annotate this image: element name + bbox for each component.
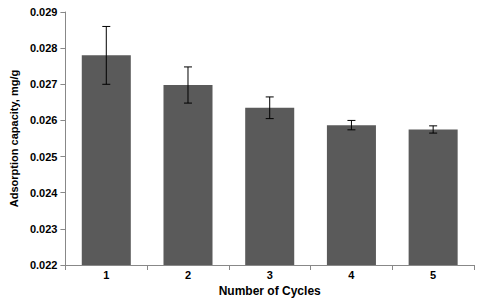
svg-text:1: 1 [103,269,109,281]
svg-text:0.022: 0.022 [30,259,58,271]
svg-text:0.027: 0.027 [30,78,58,90]
svg-text:0.026: 0.026 [30,114,58,126]
svg-text:0.025: 0.025 [30,151,58,163]
svg-text:3: 3 [267,269,273,281]
svg-text:4: 4 [348,269,355,281]
svg-text:Number of Cycles: Number of Cycles [219,284,321,298]
svg-text:Adsorption capacity, mg/g: Adsorption capacity, mg/g [8,70,20,207]
svg-text:0.029: 0.029 [30,6,58,18]
svg-text:0.028: 0.028 [30,42,58,54]
svg-text:0.023: 0.023 [30,223,58,235]
svg-text:0.024: 0.024 [30,187,58,199]
svg-text:5: 5 [430,269,436,281]
svg-text:2: 2 [185,269,191,281]
